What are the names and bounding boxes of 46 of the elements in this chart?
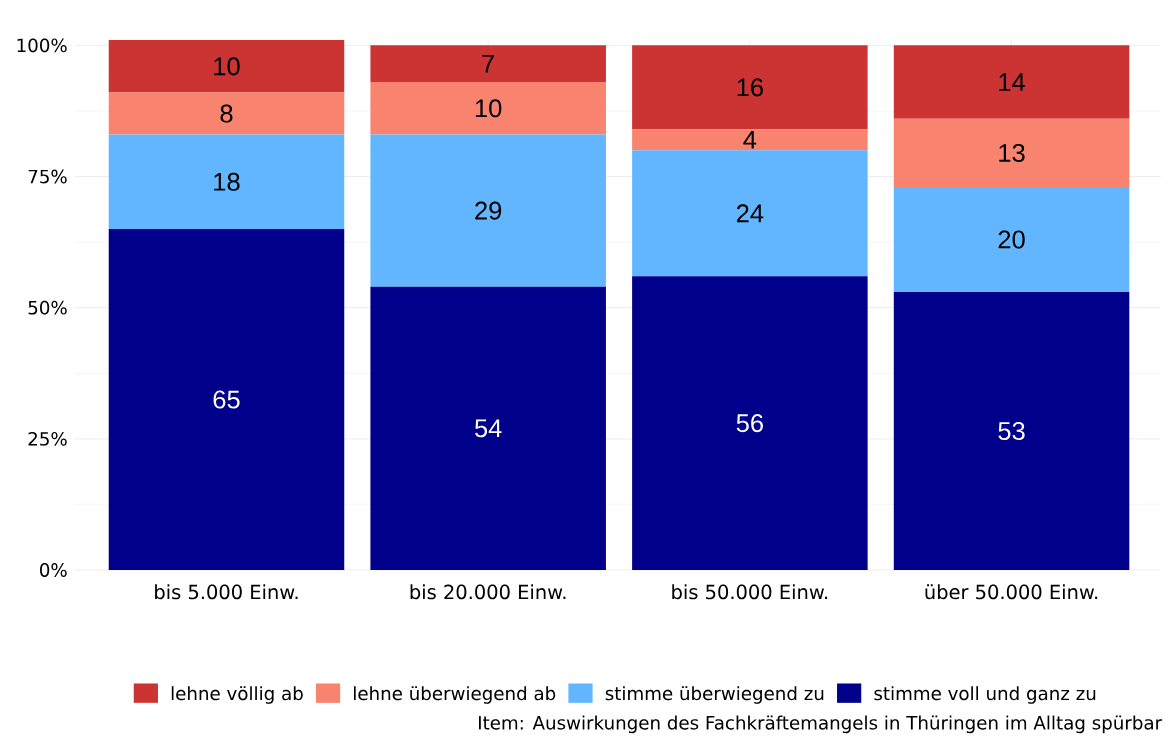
x-tick-label: bis 50.000 Einw.: [672, 584, 828, 600]
bar: [632, 276, 868, 570]
data-label: 10: [475, 99, 502, 118]
data-label: 16: [737, 78, 763, 97]
data-label: 14: [999, 73, 1025, 91]
x-tick-label: über 50.000 Einw.: [925, 584, 1098, 600]
y-tick-label: 100%: [17, 38, 67, 53]
bar: [370, 134, 606, 287]
bar: [370, 286, 606, 570]
bar: [108, 92, 345, 135]
data-label: 56: [736, 414, 763, 433]
data-label: 13: [999, 143, 1025, 162]
y-tick-label: 0%: [40, 563, 67, 577]
legend-label: stimme voll und ganz zu: [874, 686, 1096, 704]
data-label: 7: [482, 54, 494, 73]
data-label: 10: [214, 57, 240, 76]
data-label: 65: [213, 390, 240, 409]
data-label: 24: [736, 204, 764, 223]
bar: [893, 186, 1130, 292]
data-label: 4: [743, 130, 757, 149]
data-label: 18: [214, 172, 240, 191]
bar: [632, 45, 868, 130]
bar: [893, 45, 1130, 119]
y-tick-label: 25%: [28, 431, 67, 446]
x-tick-label: bis 5.000 Einw.: [155, 584, 298, 600]
data-label: 29: [475, 201, 502, 220]
y-tick-label: 75%: [28, 169, 67, 184]
bar: [108, 40, 345, 93]
x-tick-label: bis 20.000 Einw.: [410, 584, 566, 600]
y-tick-label: 50%: [28, 300, 67, 315]
bar: [108, 228, 345, 570]
legend-label: lehne völlig ab: [171, 686, 303, 704]
data-label: 54: [475, 419, 502, 438]
bar: [632, 129, 868, 151]
data-label: 8: [220, 104, 233, 123]
bar: [108, 134, 345, 229]
legend-label: lehne überwiegend ab: [354, 686, 556, 704]
bar: [370, 45, 606, 83]
data-label: 53: [998, 421, 1025, 440]
data-label: 20: [998, 230, 1025, 249]
legend-label: stimme überwiegend zu: [605, 686, 824, 704]
bar: [893, 118, 1130, 187]
bar: [893, 291, 1130, 570]
text: Item: Auswirkungen des Fachkräftemangels in Thüringen im Alltag spürbar: [478, 715, 1163, 734]
bar: [632, 150, 868, 277]
bar: [370, 82, 606, 135]
